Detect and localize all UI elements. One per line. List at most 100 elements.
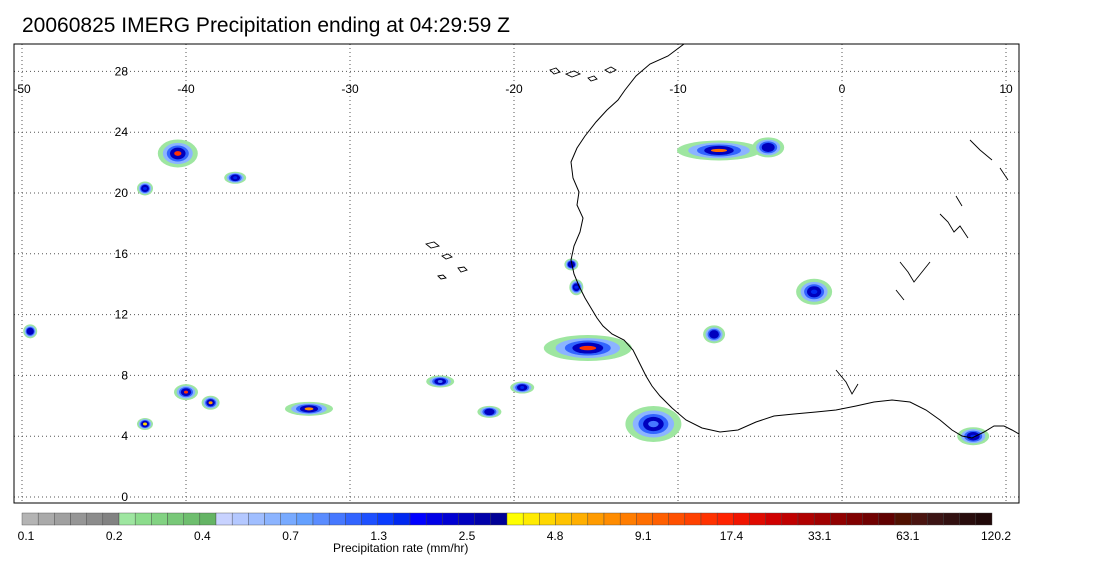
colorbar-tick-label: 17.4 (720, 529, 744, 543)
colorbar-swatch (894, 512, 912, 526)
colorbar-swatch (539, 512, 556, 526)
colorbar-swatch (328, 512, 346, 526)
colorbar-swatch (846, 512, 863, 526)
precip-cell-coast-10n (543, 335, 632, 362)
lon-label: -20 (505, 82, 523, 96)
colorbar-swatch (555, 512, 572, 526)
colorbar-swatch (733, 512, 750, 526)
precip-core (304, 407, 314, 411)
lon-label: -40 (177, 82, 195, 96)
lon-label: 10 (999, 82, 1013, 96)
precip-cell-ne-23n (677, 140, 761, 161)
colorbar-swatch (943, 512, 960, 526)
colorbar-swatch (312, 512, 330, 526)
colorbar-tick-label: 0.2 (106, 529, 123, 543)
colorbar-swatch (522, 512, 540, 526)
precip-cell-atl-5n-e (477, 405, 502, 418)
colorbar-swatch (199, 512, 217, 526)
colorbar-swatch (571, 512, 589, 526)
lon-label: -10 (669, 82, 687, 96)
colorbar-swatch (377, 512, 395, 526)
colorbar-swatch (975, 512, 993, 526)
precip-cell-guinea-4n (957, 427, 990, 446)
colorbar-swatch (118, 512, 136, 526)
west-africa-coastline (570, 44, 1019, 439)
axis-labels: -50 -40 -30 -20 -10 0 10 28 24 20 16 12 8 4 0 (13, 64, 1013, 504)
colorbar-swatch (636, 512, 653, 526)
colorbar-swatch (183, 512, 201, 526)
precip-cell-land-13n (796, 278, 833, 305)
colorbar-tick-label: 0.4 (194, 529, 211, 543)
precip-core (810, 289, 818, 294)
precip-core (648, 420, 659, 428)
colorbar-swatch (393, 512, 411, 526)
lat-label: 24 (115, 125, 129, 139)
precip-core (579, 345, 597, 351)
lat-label: 20 (115, 186, 129, 200)
precip-cell-land-11n (703, 325, 726, 344)
precip-core (143, 186, 147, 190)
islands (425, 66, 617, 280)
colorbar-swatch (684, 512, 702, 526)
precip-cell-gulf-5n (625, 406, 682, 443)
lat-lon-grid (14, 44, 1019, 503)
precip-core (143, 422, 147, 426)
precip-cell-atl-6n (201, 395, 220, 410)
precip-cell-atl-5n (137, 418, 153, 431)
colorbar-swatch (862, 512, 880, 526)
colorbar-swatch (345, 512, 362, 526)
colorbar-swatch (619, 512, 637, 526)
colorbar-swatch (458, 512, 475, 526)
colorbar-tick-label: 1.3 (370, 529, 387, 543)
colorbar-swatch (878, 512, 896, 526)
colorbar-title: Precipitation rate (mm/hr) (333, 541, 469, 555)
colorbar-swatch (86, 512, 104, 526)
precip-cell-coast-15n (564, 258, 579, 271)
colorbar-swatch (765, 512, 783, 526)
colorbar-tick-label: 120.2 (981, 529, 1011, 543)
colorbar-swatch (506, 512, 524, 526)
colorbar-tick-label: 63.1 (896, 529, 920, 543)
colorbar-swatch (296, 512, 314, 526)
map-frame (13, 43, 1020, 504)
colorbar: 0.1 0.2 0.4 0.7 1.3 2.5 4.8 9.1 17.4 33.1 63.1 120.… (18, 512, 1011, 543)
lat-label: 0 (121, 490, 128, 504)
colorbar-swatch (781, 512, 799, 526)
precip-core (574, 285, 579, 289)
precip-cell-west-11n (23, 324, 38, 339)
colorbar-tick-label: 2.5 (459, 529, 476, 543)
precipitation-field (23, 137, 990, 446)
colorbar-tick-label: 9.1 (635, 529, 652, 543)
lat-label: 4 (121, 429, 128, 443)
precip-core (711, 148, 727, 153)
precip-core (184, 390, 188, 394)
colorbar-swatch (490, 512, 508, 526)
precip-core (208, 401, 213, 405)
colorbar-swatch (215, 512, 233, 526)
colorbar-swatch (134, 512, 152, 526)
colorbar-swatch (231, 512, 249, 526)
colorbar-swatch (264, 512, 281, 526)
precip-core (487, 410, 492, 414)
colorbar-swatch (37, 512, 55, 526)
colorbar-swatch (280, 512, 298, 526)
colorbar-swatch (21, 512, 39, 526)
colorbar-swatch (652, 512, 669, 526)
precip-core (174, 151, 182, 156)
coastline (425, 44, 1019, 439)
colorbar-swatch (70, 512, 87, 526)
colorbar-swatch (716, 512, 734, 526)
colorbar-swatch (54, 512, 71, 526)
colorbar-swatch (749, 512, 766, 526)
precip-core (437, 379, 443, 383)
colorbar-swatch (910, 512, 928, 526)
precip-cell-atl-7n-c (510, 381, 535, 394)
colorbar-swatch (167, 512, 184, 526)
precip-core (520, 386, 525, 390)
colorbar-tick-label: 4.8 (547, 529, 564, 543)
colorbar-swatch (442, 512, 459, 526)
precip-core (28, 329, 33, 333)
colorbar-tick-label: 0.7 (282, 529, 299, 543)
colorbar-swatch (361, 512, 378, 526)
